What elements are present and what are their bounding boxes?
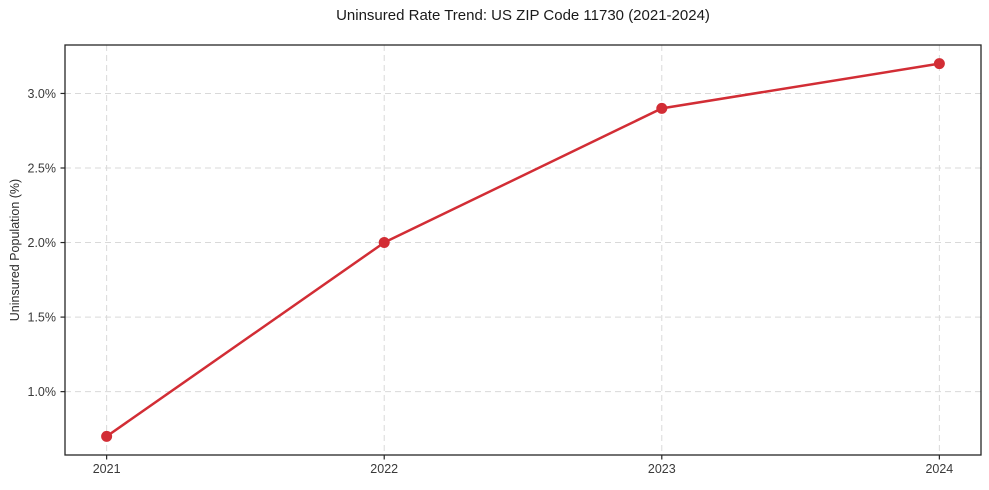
- y-tick-label: 3.0%: [28, 87, 57, 101]
- y-tick-label: 1.0%: [28, 385, 57, 399]
- y-tick-label: 1.5%: [28, 311, 57, 325]
- plot-border: [64, 44, 982, 456]
- x-tick-label: 2023: [648, 462, 676, 476]
- x-tick-label: 2022: [370, 462, 398, 476]
- data-point: [101, 430, 113, 442]
- data-point: [656, 102, 668, 114]
- data-point: [378, 237, 390, 249]
- x-tick-label: 2021: [93, 462, 121, 476]
- x-tick-label: 2024: [925, 462, 953, 476]
- y-tick-label: 2.5%: [28, 162, 57, 176]
- chart-title: Uninsured Rate Trend: US ZIP Code 11730 …: [336, 7, 710, 24]
- y-tick-label: 2.0%: [28, 236, 57, 250]
- trend-line: [105, 62, 941, 438]
- data-point: [933, 58, 945, 70]
